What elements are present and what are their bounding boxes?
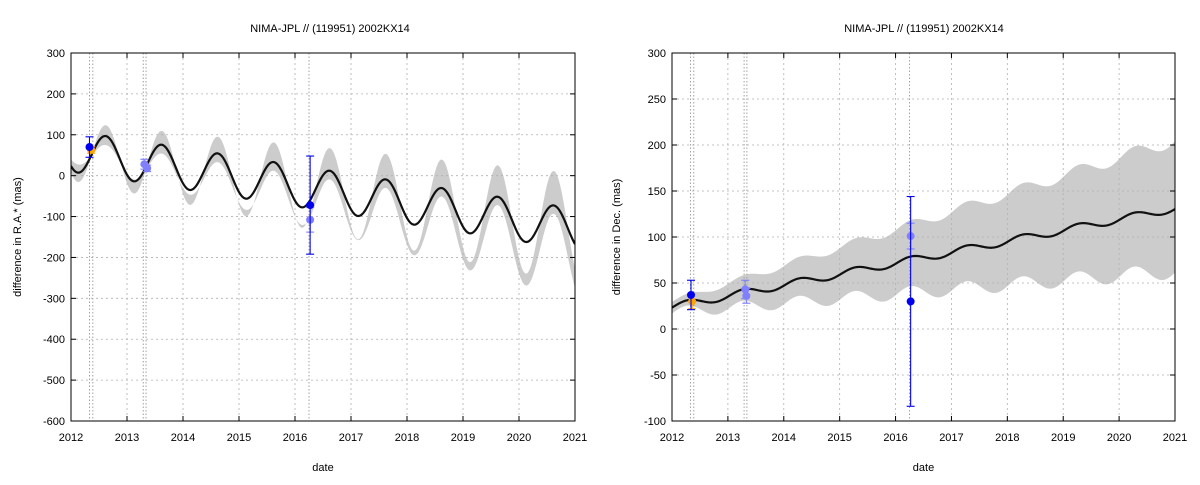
observation-point xyxy=(306,201,315,210)
x-tick-label: 2016 xyxy=(883,432,907,444)
y-tick-label: 0 xyxy=(59,171,65,183)
y-tick-label: -300 xyxy=(43,293,65,305)
observation-point xyxy=(143,164,152,173)
y-tick-label: 300 xyxy=(648,48,666,60)
chart-panel-2: -100 -50 0 50 100 150 200 250 300 2012 2013 2014 201… xyxy=(611,23,1187,474)
y-tick-label: 250 xyxy=(648,94,666,106)
observation-point xyxy=(688,297,697,306)
y-tick-label: 100 xyxy=(648,232,666,244)
x-tick-label: 2012 xyxy=(660,432,684,444)
x-tick-label: 2016 xyxy=(283,432,307,444)
x-tick-label: 2020 xyxy=(507,432,531,444)
x-tick-label: 2021 xyxy=(1163,432,1187,444)
y-tick-label: 100 xyxy=(47,130,65,142)
x-tick-label: 2015 xyxy=(827,432,851,444)
x-tick-label: 2015 xyxy=(227,432,251,444)
x-tick-label: 2019 xyxy=(451,432,475,444)
y-tick-label: -100 xyxy=(644,416,666,428)
chart-title: NIMA-JPL // (119951) 2002KX14 xyxy=(844,23,1004,35)
y-axis-label: difference in R.A.* (mas) xyxy=(12,177,24,297)
observation-point xyxy=(742,291,751,300)
y-tick-label: -400 xyxy=(43,334,65,346)
uncertainty-band xyxy=(672,141,1175,315)
y-tick-label: 0 xyxy=(660,324,666,336)
x-tick-label: 2017 xyxy=(339,432,363,444)
x-tick-label: 2012 xyxy=(59,432,83,444)
x-tick-label: 2013 xyxy=(115,432,139,444)
y-tick-label: 50 xyxy=(654,278,666,290)
y-tick-label: 150 xyxy=(648,186,666,198)
observation-point xyxy=(85,143,94,152)
x-tick-label: 2018 xyxy=(995,432,1019,444)
model-curve xyxy=(71,134,575,245)
x-tick-label: 2020 xyxy=(1107,432,1131,444)
observation-point xyxy=(687,290,696,299)
y-tick-label: -200 xyxy=(43,252,65,264)
y-tick-label: -100 xyxy=(43,212,65,224)
uncertainty-band xyxy=(71,125,575,288)
x-tick-label: 2019 xyxy=(1051,432,1075,444)
x-tick-label: 2021 xyxy=(563,432,587,444)
y-axis-label: difference in Dec. (mas) xyxy=(611,179,623,296)
x-tick-label: 2013 xyxy=(716,432,740,444)
x-tick-label: 2018 xyxy=(395,432,419,444)
x-tick-label: 2017 xyxy=(939,432,963,444)
model-curve xyxy=(672,208,1175,309)
x-tick-label: 2014 xyxy=(171,432,195,444)
y-tick-label: 200 xyxy=(648,140,666,152)
chart-panel-1: -600 -500 -400 -300 -200 -100 0 100 200 300 2012 20… xyxy=(12,23,587,474)
y-tick-label: -600 xyxy=(43,416,65,428)
y-tick-label: -50 xyxy=(650,370,666,382)
observation-point xyxy=(906,297,915,306)
chart-title: NIMA-JPL // (119951) 2002KX14 xyxy=(250,23,410,35)
y-tick-label: -500 xyxy=(43,375,65,387)
y-tick-label: 200 xyxy=(47,89,65,101)
x-tick-label: 2014 xyxy=(772,432,796,444)
plot-frame xyxy=(70,52,576,422)
observation-point xyxy=(741,285,750,294)
x-axis-label: date xyxy=(312,462,333,474)
y-tick-label: 300 xyxy=(47,48,65,60)
x-axis-label: date xyxy=(913,462,934,474)
